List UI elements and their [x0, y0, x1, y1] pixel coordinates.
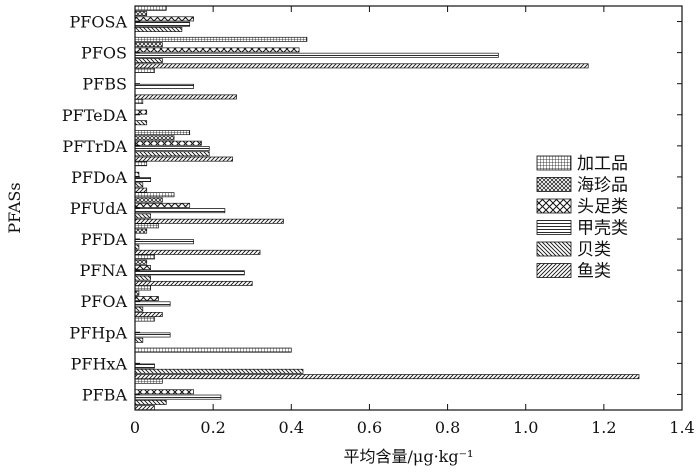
bar-PFOS-s2 — [134, 47, 300, 53]
bar-PFDA-s0 — [134, 223, 159, 229]
bar-PFHpA-s4 — [134, 337, 144, 343]
bar-PFDoA-s4 — [134, 182, 144, 188]
bar-PFOA-s2 — [134, 296, 159, 302]
bar-PFBS-s0 — [134, 67, 155, 73]
y-tick-label: PFOA — [80, 292, 127, 311]
y-tick-label: PFOSA — [70, 13, 128, 32]
legend-label: 加工品 — [577, 154, 628, 174]
legend-label: 头足类 — [577, 197, 628, 217]
bar-PFUdA-s5 — [134, 218, 284, 224]
y-axis-title: PFASs — [5, 182, 24, 233]
bar-PFOSA-s4 — [134, 27, 183, 32]
legend-label: 甲壳类 — [577, 219, 628, 239]
legend-swatch — [536, 155, 572, 171]
bar-PFNA-s5 — [134, 280, 253, 286]
bar-PFNA-s3 — [134, 270, 245, 276]
bar-PFOS-s5 — [134, 63, 589, 69]
bar-PFTeDA-s2 — [134, 109, 148, 115]
bar-PFTrDA-s3 — [134, 146, 210, 151]
bar-PFOA-s4 — [134, 306, 144, 312]
bar-PFTrDA-s1 — [134, 135, 175, 141]
bar-PFBA-s0 — [134, 378, 163, 384]
legend-label: 海珍品 — [577, 176, 628, 196]
y-tick-label: PFHxA — [71, 354, 128, 373]
bar-PFOS-s0 — [134, 36, 308, 42]
x-tick-label: 0.6 — [357, 418, 382, 437]
x-tick-label: 1.0 — [513, 418, 538, 437]
x-tick-label: 1.2 — [591, 418, 616, 437]
y-tick-label: PFBA — [82, 385, 128, 404]
y-tick-label: PFOS — [81, 44, 127, 63]
bar-PFDoA-s3 — [134, 177, 151, 183]
bar-PFTrDA-s4 — [134, 151, 210, 157]
bar-PFDA-s3 — [134, 239, 194, 245]
bar-PFOS-s1 — [134, 42, 163, 48]
bar-PFHxA-s0 — [134, 347, 292, 353]
y-tick-label: PFTeDA — [62, 106, 128, 125]
bar-PFUdA-s2 — [134, 202, 191, 208]
bar-PFBA-s4 — [134, 399, 167, 405]
bar-PFOS-s3 — [134, 52, 499, 58]
legend-swatch — [536, 220, 572, 235]
bar-PFDoA-s0 — [134, 161, 148, 167]
legend-label: 鱼类 — [577, 262, 611, 282]
bar-PFBS-s5 — [134, 94, 237, 100]
bar-PFDA-s1 — [134, 228, 148, 234]
bar-PFOSA-s3 — [134, 21, 191, 27]
x-tick-label: 0.4 — [279, 418, 304, 437]
y-tick-label: PFBS — [82, 75, 127, 94]
bar-PFHxA-s4 — [134, 368, 304, 374]
bar-PFTrDA-s0 — [134, 130, 191, 136]
legend-label: 贝类 — [577, 240, 611, 260]
bar-PFBS-s3 — [134, 83, 194, 89]
y-tick-label: PFDA — [81, 230, 128, 249]
bar-PFOSA-s0 — [134, 5, 167, 11]
y-tick-label: PFDoA — [71, 168, 127, 187]
bar-PFOSA-s1 — [134, 11, 148, 17]
legend-swatch — [536, 177, 572, 192]
y-tick-label: PFNA — [80, 261, 128, 280]
bar-PFBA-s3 — [134, 394, 222, 400]
bar-PFHxA-s3 — [134, 363, 155, 369]
y-tick-label: PFTrDA — [62, 137, 127, 156]
bar-PFUdA-s0 — [134, 192, 175, 198]
bar-PFTeDA-s4 — [134, 120, 148, 126]
x-tick-label: 0 — [130, 418, 140, 437]
bar-PFHpA-s0 — [134, 316, 155, 322]
bar-PFTeDA-s0 — [134, 99, 144, 104]
bar-PFUdA-s1 — [134, 197, 163, 203]
bar-PFOA-s3 — [134, 301, 171, 307]
legend-swatch — [536, 263, 572, 278]
bar-PFUdA-s3 — [134, 208, 226, 214]
bar-PFHxA-s5 — [134, 374, 640, 380]
bar-PFNA-s2 — [134, 265, 151, 270]
bar-PFOA-s5 — [134, 312, 163, 317]
plot-frame — [134, 5, 683, 411]
y-tick-label: PFHpA — [69, 323, 127, 342]
bar-PFBA-s2 — [134, 389, 194, 395]
bar-PFOA-s0 — [134, 285, 151, 291]
bar-PFDoA-s5 — [134, 187, 148, 193]
bar-PFTrDA-s2 — [134, 140, 202, 146]
bar-PFHpA-s3 — [134, 332, 171, 338]
bar-PFUdA-s4 — [134, 213, 151, 219]
y-tick-label: PFUdA — [70, 199, 128, 218]
bar-PFBA-s5 — [134, 405, 155, 411]
legend-swatch — [536, 241, 572, 257]
x-tick-label: 1.4 — [669, 418, 694, 437]
x-tick-label: 0.2 — [200, 418, 225, 437]
bar-PFOS-s4 — [134, 58, 163, 64]
bar-PFNA-s0 — [134, 254, 155, 260]
bar-PFNA-s4 — [134, 275, 151, 281]
x-tick-label: 0.8 — [435, 418, 460, 437]
bar-PFOSA-s2 — [134, 16, 194, 22]
bar-PFTrDA-s5 — [134, 156, 234, 162]
bar-PFNA-s1 — [134, 259, 148, 265]
legend-swatch — [536, 198, 572, 214]
x-axis-title: 平均含量/μg·kg⁻¹ — [344, 447, 474, 466]
bar-PFDA-s5 — [134, 249, 261, 255]
